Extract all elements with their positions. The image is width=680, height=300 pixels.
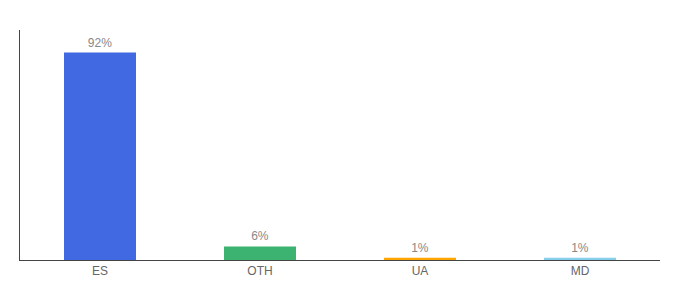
svg-text:1%: 1% [571, 241, 589, 255]
svg-text:OTH: OTH [247, 264, 272, 278]
svg-text:MD: MD [571, 264, 590, 278]
svg-text:92%: 92% [88, 36, 112, 50]
svg-text:UA: UA [412, 264, 429, 278]
svg-text:6%: 6% [251, 229, 269, 243]
svg-text:1%: 1% [411, 241, 429, 255]
svg-text:ES: ES [92, 264, 108, 278]
